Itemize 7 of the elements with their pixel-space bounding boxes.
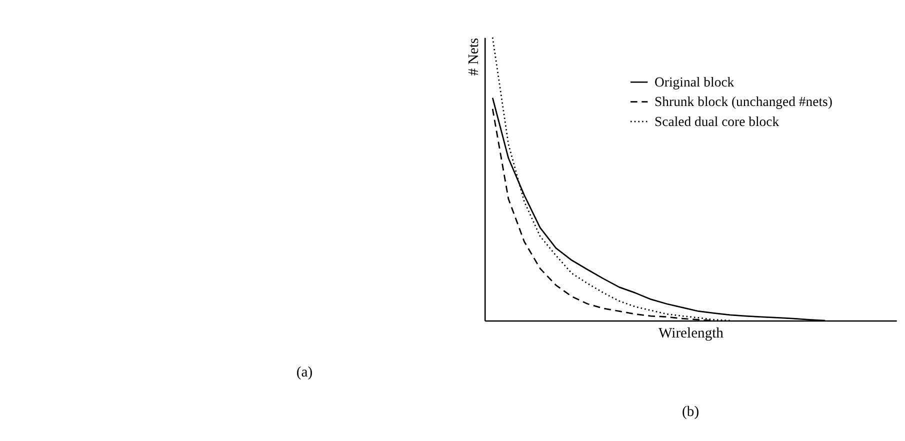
y-axis-title: # Nets <box>466 38 482 76</box>
x-axis-title: Wirelength <box>658 325 724 342</box>
legend-label: Scaled dual core block <box>654 114 780 129</box>
text: (a) <box>296 364 313 380</box>
legend-label: Shrunk block (unchanged #nets) <box>654 94 832 110</box>
legend-label: Original block <box>654 74 734 90</box>
text: (b) <box>682 404 700 420</box>
